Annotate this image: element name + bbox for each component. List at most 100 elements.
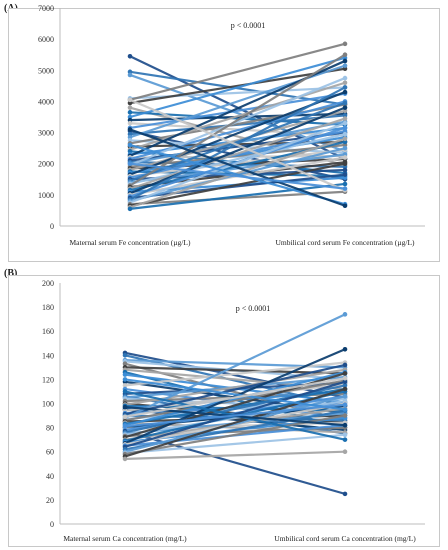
panel-b-series-line <box>123 387 347 426</box>
panel-a-point-umbilical <box>342 145 348 151</box>
panel-a-point-maternal <box>127 142 133 148</box>
panel-b-point-maternal <box>122 424 128 429</box>
panel-a-series-line <box>128 122 347 204</box>
panel-a-y-tick-label: 7000 <box>38 4 54 13</box>
panel-a-y-tick-label: 5000 <box>38 66 54 75</box>
panel-a-point-umbilical <box>342 203 348 209</box>
panel-b-point-maternal <box>122 389 128 394</box>
panel-b-point-umbilical <box>342 407 348 412</box>
panel-b-point-maternal <box>122 404 128 410</box>
panel-a-point-umbilical <box>342 186 348 191</box>
panel-a-point-umbilical <box>342 131 348 137</box>
panel-b-series-line <box>123 378 347 411</box>
panel-b-point-maternal <box>122 383 128 388</box>
panel-a-series-line <box>128 100 347 161</box>
panel-b-point-maternal <box>122 414 128 420</box>
panel-a-point-umbilical <box>342 167 348 173</box>
panel-b-series-line <box>123 363 347 416</box>
panel-b-category-label: Maternal serum Ca concentration (mg/L) <box>63 534 187 543</box>
panel-a-series-line <box>128 162 347 207</box>
panel-a-point-umbilical <box>342 125 348 131</box>
panel-a-point-umbilical <box>342 136 348 142</box>
panel-a-series-line <box>128 86 347 201</box>
panel-b-series-line <box>123 380 347 448</box>
panel-b-label: (B) <box>4 268 18 279</box>
panel-b-series-line <box>123 371 347 427</box>
panel-a-series-line <box>128 133 347 186</box>
panel-b-y-tick-label: 140 <box>42 351 54 360</box>
panel-a-point-umbilical <box>342 41 348 47</box>
panel-a-point-maternal <box>127 72 133 78</box>
panel-a-series-line <box>128 173 347 200</box>
panel-b-point-umbilical <box>342 386 348 392</box>
panel-b-series-line <box>123 450 347 461</box>
panel-a-point-umbilical <box>342 116 348 121</box>
panel-a-point-maternal <box>127 105 133 110</box>
panel-a-series-line <box>128 81 347 151</box>
panel-a-point-umbilical <box>342 172 348 177</box>
panel-a-y-tick-label: 0 <box>50 222 54 231</box>
panel-a-series-line <box>128 67 347 105</box>
panel-b-point-maternal <box>122 353 128 358</box>
panel-a-series-line <box>128 53 347 187</box>
panel-b-series-line <box>123 433 347 455</box>
panel-a-point-umbilical <box>342 52 348 58</box>
panel-b-point-umbilical <box>342 437 348 442</box>
panel-b-series-line <box>123 377 347 418</box>
panel-a-point-maternal <box>127 110 133 115</box>
panel-b-point-umbilical <box>342 449 348 455</box>
panel-a-y-tick-label: 6000 <box>38 35 54 44</box>
panel-a-point-maternal <box>127 161 133 167</box>
panel-b-series-line <box>123 403 347 428</box>
panel-b-point-umbilical <box>342 432 348 438</box>
panel-b-point-umbilical <box>342 375 348 381</box>
panel-b-y-tick-label: 40 <box>46 472 54 481</box>
panel-b-point-umbilical <box>342 379 348 385</box>
panel-a-series-line <box>128 117 347 190</box>
panel-a-category-label: Umbilical cord serum Fe concentration (µ… <box>275 238 415 247</box>
panel-b-category-label: Umbilical cord serum Ca concentration (m… <box>274 534 416 543</box>
panel-b-y-tick-label: 100 <box>42 400 54 409</box>
panel-b-point-umbilical <box>342 371 348 376</box>
panel-b-series-line <box>123 387 347 458</box>
panel-a-series-line <box>128 128 347 207</box>
panel-a-point-umbilical <box>342 58 348 64</box>
panel-b-point-umbilical <box>342 422 348 428</box>
panel-a-series-line <box>128 182 347 210</box>
panel-b-point-umbilical <box>342 402 348 408</box>
panel-a-point-maternal <box>127 53 133 59</box>
panel-a-series-line <box>128 92 347 130</box>
panel-a-point-umbilical <box>342 63 348 68</box>
panel-a-series-line <box>128 137 347 209</box>
panel-a-point-umbilical <box>342 89 348 95</box>
panel-a-point-umbilical <box>342 75 348 81</box>
panel-a-point-umbilical <box>342 181 348 187</box>
panel-a-series-line <box>128 56 347 119</box>
panel-b-point-umbilical <box>342 491 348 497</box>
panel-b-y-tick-label: 20 <box>46 496 54 505</box>
panel-b-y-tick-label: 80 <box>46 424 54 433</box>
panel-b-point-maternal <box>122 372 128 377</box>
panel-b-point-maternal <box>122 361 128 367</box>
panel-b-point-umbilical <box>342 346 348 352</box>
panel-a-point-maternal <box>127 206 133 212</box>
panel-b-series-line <box>123 379 347 422</box>
panel-a-point-umbilical <box>342 80 348 86</box>
panel-a-series-line <box>128 162 347 190</box>
panel-a-y-tick-label: 1000 <box>38 191 54 200</box>
panel-a-series-line <box>128 98 347 192</box>
panel-b-y-tick-label: 180 <box>42 303 54 312</box>
panel-a-category-label: Maternal serum Fe concentration (µg/L) <box>70 238 191 247</box>
panel-b-point-umbilical <box>342 383 348 388</box>
panel-b-point-maternal <box>122 456 128 462</box>
panel-a-frame <box>8 8 440 262</box>
panel-b-y-tick-label: 60 <box>46 448 54 457</box>
panel-a-series-line <box>128 76 347 167</box>
panel-b-point-umbilical <box>342 393 348 399</box>
panel-b-y-tick-label: 120 <box>42 375 54 384</box>
panel-a-point-maternal <box>127 127 133 132</box>
panel-a-y-tick-label: 3000 <box>38 129 54 138</box>
panel-a-y-tick-label: 2000 <box>38 160 54 169</box>
panel-a-point-umbilical <box>342 105 348 110</box>
